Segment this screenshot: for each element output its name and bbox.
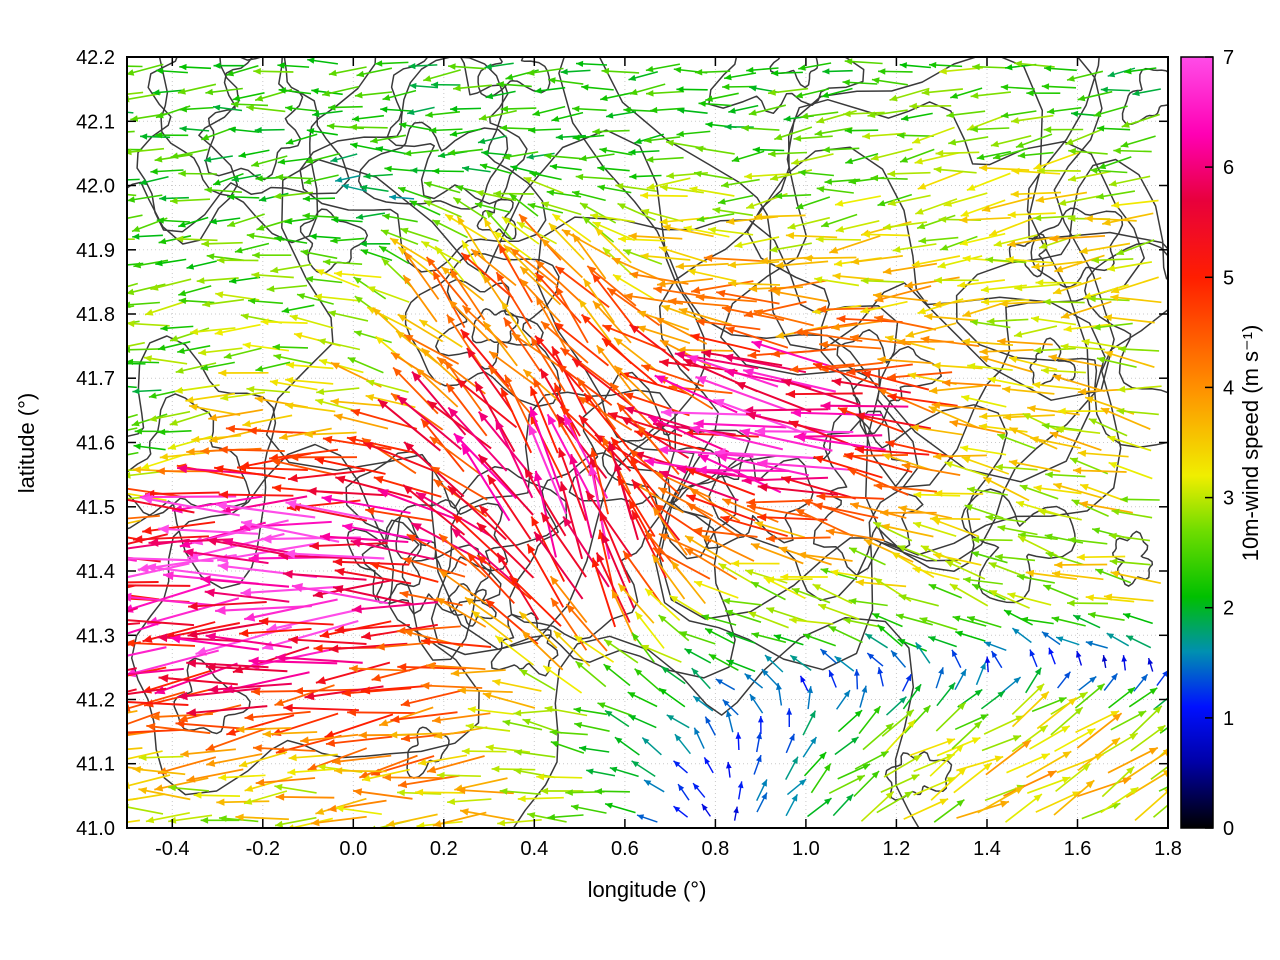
x-tick-label: 1.4: [973, 838, 1001, 860]
colorbar-tick-labels: 0 1 2 3 4 5 6 7: [1223, 47, 1234, 840]
colorbar-tick-label: 6: [1223, 157, 1234, 179]
y-tick-label: 42.0: [76, 176, 115, 198]
colorbar: [1180, 56, 1214, 829]
x-tick-label: 1.6: [1064, 838, 1092, 860]
plot-area: [126, 56, 1169, 829]
y-tick-label: 41.8: [76, 304, 115, 326]
y-tick-label: 41.3: [76, 625, 115, 647]
y-tick-label: 41.2: [76, 690, 115, 712]
y-axis-label: latitude (°): [14, 393, 39, 494]
y-tick-label: 41.4: [76, 561, 115, 583]
y-tick-label: 41.6: [76, 433, 115, 455]
x-tick-label: 0.2: [430, 838, 458, 860]
colorbar-tick-label: 4: [1223, 377, 1234, 399]
grid-lines: [127, 56, 1169, 829]
x-tick-label: 0.0: [339, 838, 367, 860]
colorbar-tick-label: 0: [1223, 818, 1234, 840]
y-tick-label: 42.2: [76, 47, 115, 69]
y-tick-label: 41.0: [76, 818, 115, 840]
colorbar-tick-label: 2: [1223, 598, 1234, 620]
x-tick-label: 1.0: [792, 838, 820, 860]
x-axis-label: longitude (°): [588, 877, 707, 902]
x-tick-label: 0.8: [701, 838, 729, 860]
colorbar-tick-label: 5: [1223, 267, 1234, 289]
x-tick-label: 0.4: [520, 838, 548, 860]
y-tick-label: 42.1: [76, 111, 115, 133]
x-tick-label: 1.2: [882, 838, 910, 860]
colorbar-label: 10m-wind speed (m s⁻¹): [1238, 325, 1263, 562]
colorbar-ticks: [1205, 56, 1213, 829]
colorbar-tick-label: 1: [1223, 708, 1234, 730]
x-tick-label: 1.8: [1154, 838, 1182, 860]
colorbar-gradient: [1180, 56, 1214, 829]
y-tick-label: 41.9: [76, 240, 115, 262]
x-tick-label: 0.6: [611, 838, 639, 860]
terrain-contours-layer: [127, 57, 1168, 828]
colorbar-tick-label: 7: [1223, 47, 1234, 69]
colorbar-tick-label: 3: [1223, 488, 1234, 510]
wind-arrows-layer: [127, 57, 1168, 828]
y-tick-labels: 41.0 41.1 41.2 41.3 41.4 41.5 41.6 41.7 41.8 41.9…: [76, 47, 115, 840]
x-tick-label: -0.2: [246, 838, 280, 860]
x-tick-label: -0.4: [155, 838, 189, 860]
y-tick-label: 41.7: [76, 368, 115, 390]
y-tick-label: 41.5: [76, 497, 115, 519]
axis-ticks: [127, 56, 1169, 829]
x-tick-labels: -0.4 -0.2 0.0 0.2 0.4 0.6 0.8 1.0 1.2 1.4 1.6 1.8: [155, 838, 1182, 860]
y-tick-label: 41.1: [76, 754, 115, 776]
